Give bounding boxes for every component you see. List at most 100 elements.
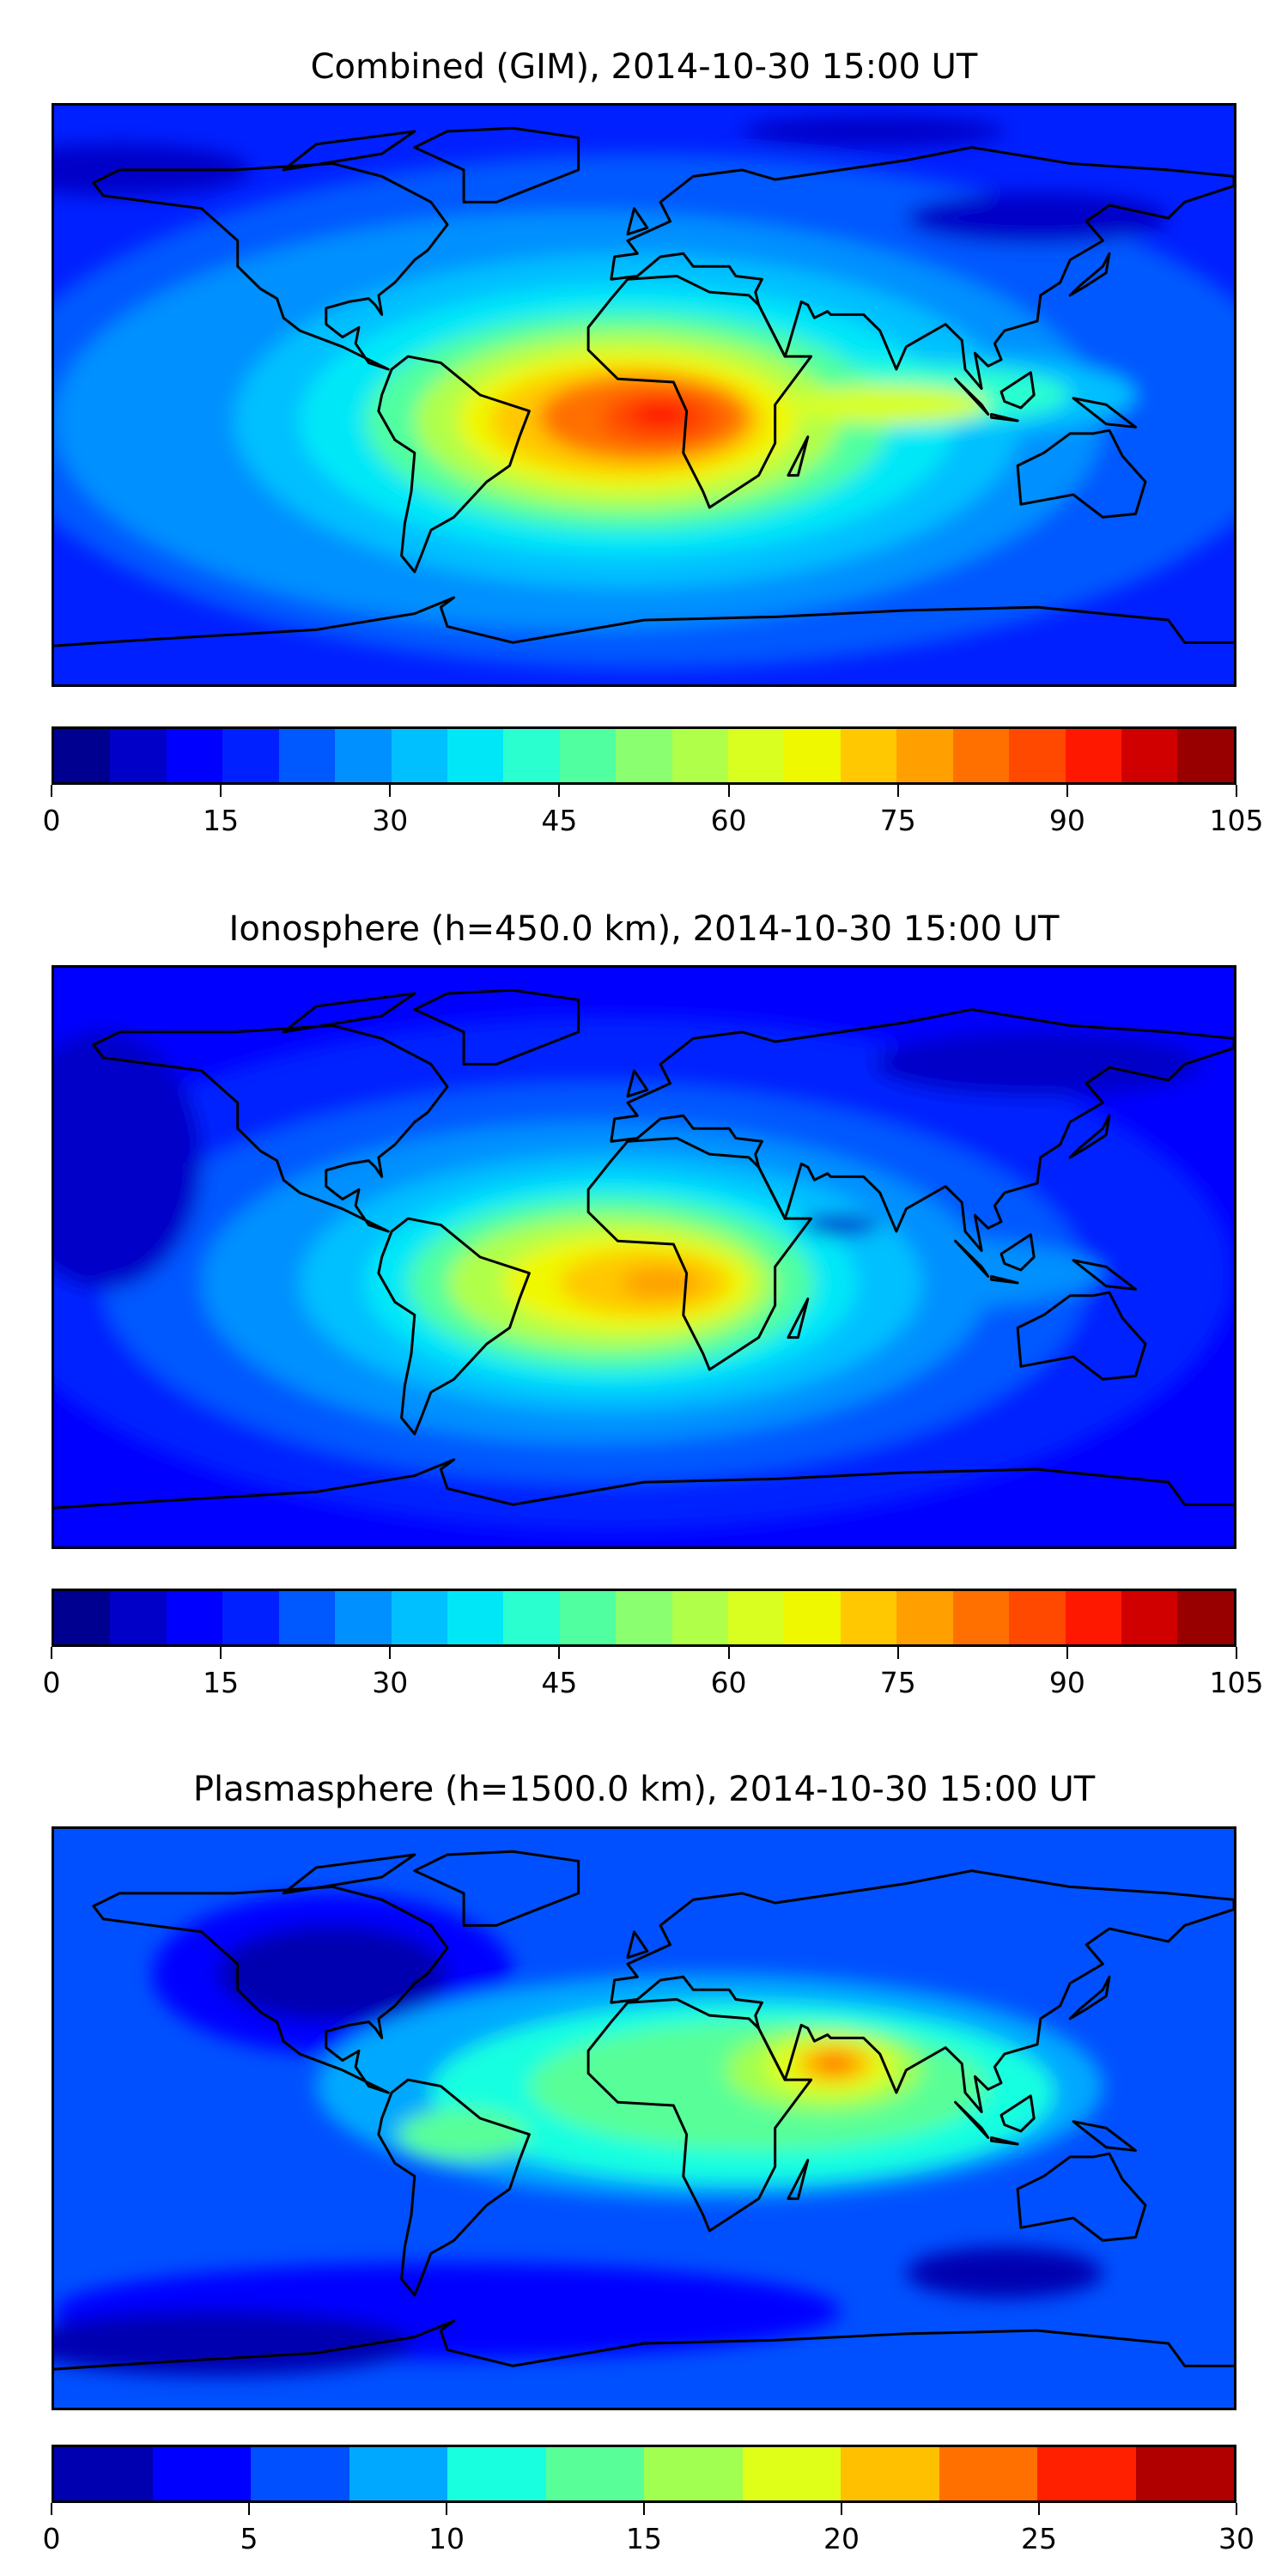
coastline [628, 1071, 647, 1097]
colorbar-tick-mark [389, 785, 392, 797]
colorbar-segment [503, 729, 560, 782]
coastline [992, 1276, 1018, 1282]
colorbar-segment [728, 1591, 785, 1644]
colorbar-segment [671, 1591, 729, 1644]
coastline [1018, 2154, 1145, 2240]
colorbar-segment [335, 1591, 392, 1644]
colorbar-segment [391, 1591, 447, 1644]
contour-region [54, 2311, 415, 2376]
colorbar-segment [447, 729, 504, 782]
colorbar-segment [1037, 2447, 1136, 2500]
colorbar-tick-mark [248, 2503, 250, 2515]
colorbar-tick-mark [558, 1647, 561, 1659]
colorbar-segment [166, 729, 223, 782]
coastline [992, 2137, 1018, 2143]
colorbar-tick-label: 30 [372, 1666, 409, 1699]
colorbar-combined [52, 726, 1236, 785]
colorbar-tick-mark [841, 2503, 842, 2515]
panel-title-plasmasphere: Plasmasphere (h=1500.0 km), 2014-10-30 1… [192, 1770, 1096, 1809]
coastline [788, 437, 808, 476]
colorbar-tick-label: 15 [203, 1666, 240, 1699]
colorbar-segment [222, 729, 279, 782]
colorbar-segment [391, 729, 447, 782]
colorbar-tick-label: 90 [1048, 804, 1085, 837]
colorbar-tick-label: 90 [1048, 1666, 1085, 1699]
map-plasmasphere [52, 1826, 1236, 2410]
map-ionosphere [52, 965, 1236, 1549]
map-combined [52, 103, 1236, 687]
colorbar-tick-mark [51, 1647, 52, 1659]
colorbar-segment [152, 2447, 251, 2500]
contour-region [621, 1267, 700, 1299]
colorbar-segment [896, 1591, 953, 1644]
colorbar-tick-label: 5 [240, 2522, 258, 2555]
colorbar-segment [1121, 729, 1178, 782]
colorbar-segment [54, 1591, 111, 1644]
colorbar-tick-label: 15 [203, 804, 240, 837]
colorbar-tick-label: 75 [879, 804, 916, 837]
colorbar-segment [110, 729, 167, 782]
colorbar-segment [840, 729, 897, 782]
colorbar-segment [447, 1591, 504, 1644]
coastline [1018, 430, 1145, 517]
coastline [588, 1999, 811, 2231]
colorbar-segment [742, 2447, 841, 2500]
coastline [1001, 2096, 1034, 2131]
coastline [94, 1886, 447, 2093]
colorbar-segment [335, 729, 392, 782]
contour-region [906, 192, 1169, 245]
colorbar-ticks-plasmasphere: 0 5 10 15 20 25 30 [43, 2503, 1255, 2563]
colorbar-segment [841, 2447, 939, 2500]
colorbar-tick-label: 0 [42, 2522, 61, 2555]
colorbar-tick-label: 10 [428, 2522, 465, 2555]
colorbar-tick-label: 45 [541, 804, 578, 837]
colorbar-tick-mark [51, 785, 52, 797]
colorbar-segment [222, 1591, 279, 1644]
colorbar-tick-label: 0 [42, 1666, 61, 1699]
contour-region [217, 1925, 448, 2022]
colorbar-segment [896, 729, 953, 782]
coastline-antarctica [54, 598, 1234, 646]
colorbar-segment [616, 1591, 672, 1644]
colorbar-segment [166, 1591, 223, 1644]
coastline [415, 128, 579, 202]
colorbar-tick-label: 60 [710, 1666, 747, 1699]
coastline [611, 148, 1234, 389]
colorbar-segment [349, 2447, 447, 2500]
colorbar-segment [1177, 1591, 1234, 1644]
colorbar-tick-label: 75 [879, 1666, 916, 1699]
colorbar-segment [939, 2447, 1037, 2500]
colorbar-tick-label: 0 [42, 804, 61, 837]
colorbar-segment [1009, 729, 1066, 782]
colorbar-segment [54, 729, 111, 782]
coastline [956, 2102, 988, 2137]
colorbar-segment [278, 729, 336, 782]
coastline [1073, 398, 1136, 428]
colorbar-segment [251, 2447, 349, 2500]
colorbar-ionosphere [52, 1589, 1236, 1647]
colorbar-segment [54, 2447, 153, 2500]
colorbar-segment [784, 729, 841, 782]
coastline [1018, 1292, 1145, 1379]
colorbar-tick-mark [446, 2503, 447, 2515]
map-svg [54, 968, 1234, 1546]
coastline [1073, 2122, 1136, 2151]
coastline [379, 356, 530, 572]
contour-region [791, 385, 988, 424]
coastline-antarctica [54, 2321, 1234, 2369]
colorbar-tick-label: 15 [626, 2522, 662, 2555]
coastline [94, 1025, 447, 1231]
contour-region [742, 115, 1005, 148]
coastline [588, 276, 811, 507]
colorbar-plasmasphere [52, 2445, 1236, 2503]
colorbar-tick-label: 30 [1218, 2522, 1255, 2555]
colorbar-tick-label: 20 [823, 2522, 860, 2555]
colorbar-tick-mark [1066, 1647, 1068, 1659]
coastline [788, 1299, 808, 1338]
contour-region [906, 2246, 1103, 2299]
coastline [1070, 253, 1109, 295]
coastline [628, 209, 647, 234]
colorbar-ticks-combined: 0 15 30 45 60 75 90 105 [43, 785, 1264, 845]
coastline-antarctica [54, 1460, 1234, 1508]
coastline [283, 131, 415, 170]
